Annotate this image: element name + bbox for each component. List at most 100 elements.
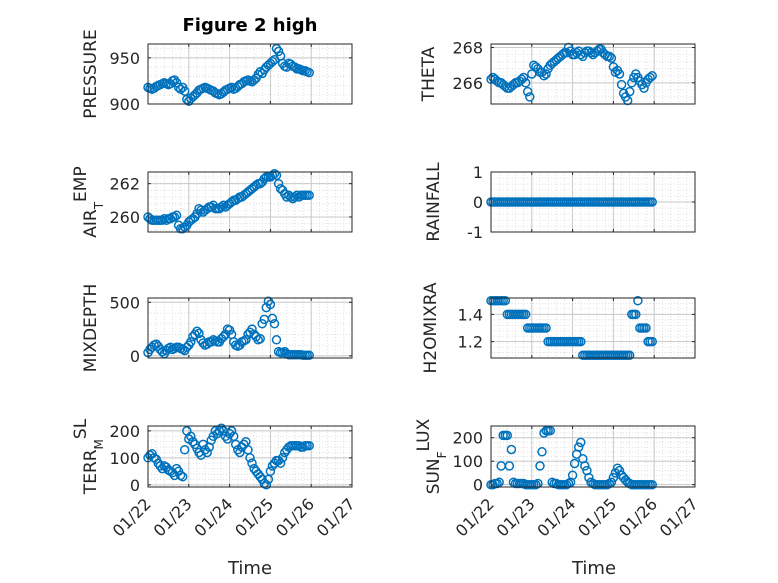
data-point bbox=[576, 336, 586, 347]
data-point bbox=[641, 323, 651, 333]
y-tick-label: 268 bbox=[452, 39, 483, 58]
y-tick-label: 500 bbox=[109, 293, 140, 312]
y-axis-label: THETA bbox=[419, 46, 439, 102]
y-tick-label: 0 bbox=[130, 476, 140, 495]
data-point bbox=[277, 453, 288, 463]
y-axis-label: PRESSURE bbox=[81, 29, 101, 118]
data-point bbox=[275, 458, 286, 468]
data-point bbox=[586, 48, 596, 58]
axes-frame bbox=[147, 425, 353, 488]
data-point bbox=[494, 477, 504, 488]
x-axis-label-left: Time bbox=[227, 558, 272, 579]
data-point bbox=[545, 425, 555, 436]
data-point bbox=[247, 324, 257, 334]
y-tick-label: 1 bbox=[473, 163, 483, 182]
data-point bbox=[188, 436, 198, 447]
data-point bbox=[500, 295, 511, 306]
data-point bbox=[226, 82, 237, 93]
data-point bbox=[614, 465, 625, 476]
data-point bbox=[612, 463, 623, 473]
data-series-rainfall bbox=[486, 197, 657, 207]
data-point bbox=[269, 168, 280, 179]
data-point bbox=[169, 212, 180, 222]
data-point bbox=[261, 480, 272, 490]
subplot-pressure: 900 950 PRESSURE bbox=[81, 29, 353, 119]
data-point bbox=[179, 86, 190, 96]
data-point bbox=[567, 470, 578, 481]
data-point bbox=[265, 299, 276, 310]
data-point bbox=[606, 53, 617, 63]
data-point bbox=[255, 471, 265, 482]
data-point bbox=[255, 333, 265, 344]
y-axis-label: RAINFALL bbox=[424, 162, 444, 242]
data-point bbox=[535, 461, 545, 471]
data-point bbox=[175, 470, 186, 481]
y-axis-label: TERRMSL bbox=[71, 418, 106, 495]
data-series-theta bbox=[486, 42, 657, 106]
data-point bbox=[569, 458, 580, 469]
data-point bbox=[304, 350, 314, 361]
data-point bbox=[639, 83, 649, 93]
y-tick-label: 200 bbox=[109, 422, 140, 441]
y-axis-label: SUNFLUX bbox=[414, 418, 449, 494]
data-point bbox=[624, 350, 635, 361]
data-point bbox=[171, 463, 182, 474]
data-point bbox=[304, 190, 314, 201]
data-point bbox=[218, 200, 229, 211]
y-tick-label: 260 bbox=[109, 208, 140, 227]
data-point bbox=[271, 170, 282, 181]
data-point bbox=[541, 69, 551, 79]
data-point bbox=[647, 479, 657, 490]
data-point bbox=[269, 318, 280, 329]
data-point bbox=[580, 461, 590, 471]
data-point bbox=[537, 447, 547, 457]
data-point bbox=[504, 461, 515, 471]
subplot-theta: 266 268 THETA bbox=[419, 39, 696, 106]
data-point bbox=[198, 439, 208, 450]
y-tick-label: 266 bbox=[452, 74, 483, 93]
subplot-rainfall: -1 0 1 RAINFALL bbox=[424, 162, 696, 242]
data-point bbox=[647, 71, 657, 81]
data-point bbox=[194, 328, 204, 339]
data-point bbox=[645, 72, 655, 83]
axes-frame bbox=[490, 171, 696, 233]
y-tick-label: 1.4 bbox=[458, 305, 483, 324]
data-point bbox=[624, 86, 635, 97]
data-point bbox=[608, 472, 619, 483]
axes-frame bbox=[147, 297, 353, 359]
data-point bbox=[171, 210, 182, 221]
subplot-h2omixra: 1.2 1.4 H2OMIXRA bbox=[421, 282, 696, 374]
data-point bbox=[157, 463, 168, 474]
data-point bbox=[539, 71, 549, 81]
data-point bbox=[502, 430, 513, 441]
y-tick-label: -1 bbox=[467, 223, 483, 242]
data-point bbox=[247, 458, 257, 468]
y-tick-label: 0 bbox=[130, 347, 140, 366]
data-point bbox=[265, 466, 276, 477]
data-point bbox=[304, 67, 314, 78]
data-point bbox=[520, 309, 531, 320]
y-tick-label: 1.2 bbox=[458, 333, 483, 352]
axes-frame bbox=[147, 43, 353, 105]
data-point bbox=[298, 442, 308, 452]
data-series-h2omixra bbox=[486, 295, 657, 361]
data-point bbox=[267, 56, 278, 67]
y-tick-label: 900 bbox=[109, 95, 140, 114]
data-point bbox=[273, 178, 284, 189]
data-point bbox=[647, 336, 657, 347]
data-point bbox=[520, 78, 531, 88]
data-point bbox=[179, 445, 190, 455]
data-point bbox=[267, 170, 278, 181]
plot-area bbox=[491, 298, 695, 358]
data-point bbox=[606, 477, 617, 488]
x-axis-label-right: Time bbox=[571, 558, 616, 579]
data-point bbox=[216, 423, 227, 433]
y-tick-label: 262 bbox=[109, 175, 140, 194]
y-tick-label: 0 bbox=[473, 193, 483, 212]
data-point bbox=[573, 442, 584, 452]
data-series-pressure bbox=[143, 43, 314, 106]
figure-title: Figure 2 high bbox=[183, 15, 318, 36]
data-point bbox=[216, 202, 227, 212]
data-point bbox=[604, 51, 615, 62]
